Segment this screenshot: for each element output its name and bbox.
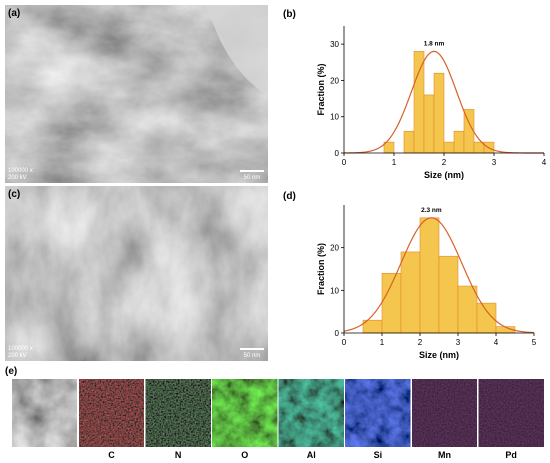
y-tick-label: 20 xyxy=(330,76,339,85)
y-tick-label: 0 xyxy=(335,329,340,338)
element-label: Pd xyxy=(505,450,517,460)
y-tick-label: 10 xyxy=(330,113,339,122)
bar xyxy=(438,255,459,334)
element-label: N xyxy=(175,450,182,460)
y-axis-title: Fraction (%) xyxy=(316,63,326,115)
bar xyxy=(381,272,402,334)
eds-map xyxy=(412,379,477,447)
eds-reference xyxy=(12,379,77,447)
scale-bar-label: 50 nm xyxy=(244,175,261,181)
fit-annotation: 1.8 nm xyxy=(424,40,445,47)
eds-map xyxy=(345,379,411,447)
x-axis-title: Size (nm) xyxy=(424,170,464,180)
element-label: C xyxy=(108,450,115,460)
voltage: 200 kV xyxy=(8,175,27,181)
bar xyxy=(403,130,415,154)
x-tick-label: 0 xyxy=(342,158,347,167)
x-tick-label: 0 xyxy=(342,338,347,347)
x-tick-label: 3 xyxy=(492,158,497,167)
bar xyxy=(453,130,465,154)
panel-label: (c) xyxy=(8,189,20,200)
bar xyxy=(433,72,445,154)
eds-maps: C N O Al Si Mn Pd xyxy=(12,379,544,460)
bar xyxy=(400,251,421,334)
bar xyxy=(413,51,425,154)
element-label: Al xyxy=(307,450,316,460)
panel-label: (a) xyxy=(8,8,20,19)
element-label: Mn xyxy=(438,450,451,460)
x-tick-label: 4 xyxy=(542,158,547,167)
eds-map xyxy=(145,379,211,447)
eds-map xyxy=(79,379,144,447)
element-label: O xyxy=(241,450,248,460)
y-tick-label: 0 xyxy=(335,149,340,158)
bar xyxy=(423,94,435,154)
y-tick-label: 30 xyxy=(330,40,339,49)
voltage: 200 kV xyxy=(8,353,27,359)
panel-label: (b) xyxy=(283,9,296,20)
x-tick-label: 4 xyxy=(494,338,499,347)
y-tick-label: 20 xyxy=(330,244,339,253)
y-axis-title: Fraction (%) xyxy=(316,243,326,295)
tem-image-a: (a) 100000 x 200 kV 50 nm xyxy=(5,5,268,183)
scale-bar-label: 50 nm xyxy=(244,353,261,359)
magnification: 100000 x xyxy=(8,346,33,352)
bar xyxy=(443,141,455,154)
x-tick-label: 2 xyxy=(418,338,423,347)
magnification: 100000 x xyxy=(8,168,33,174)
eds-map xyxy=(212,379,278,447)
panel-label: (d) xyxy=(283,191,296,202)
histogram-d: 2.3 nm 0 1 2 3 4 5 0 10 20 Size (nm) Fraction (%) xyxy=(316,205,537,360)
element-label: Si xyxy=(374,450,383,460)
x-tick-label: 1 xyxy=(392,158,397,167)
y-tick-label: 10 xyxy=(330,286,339,295)
fit-curve xyxy=(343,217,535,334)
tem-image-c: (c) 100000 x 200 kV 50 nm xyxy=(5,186,268,361)
eds-map xyxy=(278,379,344,447)
x-tick-label: 1 xyxy=(380,338,385,347)
x-tick-label: 3 xyxy=(456,338,461,347)
eds-map xyxy=(478,379,544,447)
x-tick-label: 2 xyxy=(442,158,447,167)
panel-label: (e) xyxy=(5,366,17,377)
fit-annotation: 2.3 nm xyxy=(421,207,442,214)
bar xyxy=(457,285,478,334)
x-axis-title: Size (nm) xyxy=(419,350,459,360)
bar xyxy=(419,217,440,334)
x-tick-label: 5 xyxy=(532,338,537,347)
histogram-b: 1.8 nm 0 1 2 3 4 0 10 20 30 Size (nm) Fraction (%) xyxy=(316,26,547,180)
